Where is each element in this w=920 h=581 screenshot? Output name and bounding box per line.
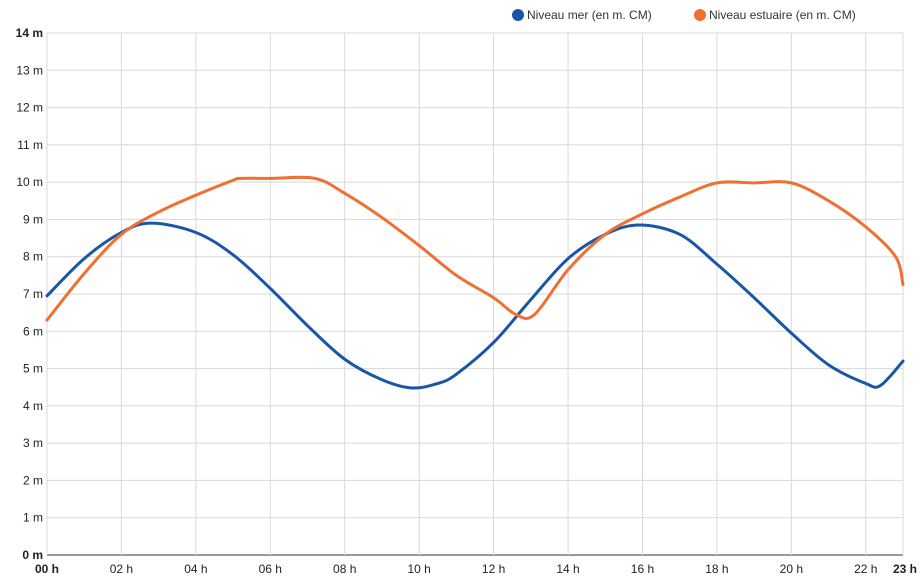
y-tick-label: 5 m bbox=[23, 362, 43, 376]
y-tick-label: 4 m bbox=[23, 399, 43, 413]
y-tick-label: 2 m bbox=[23, 473, 43, 487]
legend-label[interactable]: Niveau mer (en m. CM) bbox=[527, 8, 652, 22]
x-tick-label: 22 h bbox=[854, 562, 877, 576]
y-tick-label: 10 m bbox=[16, 175, 43, 189]
y-tick-label: 0 m bbox=[22, 548, 43, 562]
x-tick-label: 20 h bbox=[780, 562, 803, 576]
legend-marker[interactable] bbox=[512, 9, 524, 21]
axes: 0 m 1 m 2 m 3 m 4 m 5 m 6 m 7 m 8 m 9 m 10 m 11 m 12… bbox=[16, 26, 917, 576]
series-layer bbox=[45, 175, 905, 390]
x-tick-label: 18 h bbox=[705, 562, 728, 576]
y-tick-label: 12 m bbox=[16, 101, 43, 115]
y-tick-label: 8 m bbox=[23, 250, 43, 264]
x-tick-label: 14 h bbox=[556, 562, 579, 576]
x-tick-label: 08 h bbox=[333, 562, 356, 576]
x-tick-label: 06 h bbox=[259, 562, 282, 576]
x-tick-label: 02 h bbox=[110, 562, 133, 576]
y-tick-label: 11 m bbox=[17, 138, 43, 152]
x-tick-label: 04 h bbox=[184, 562, 207, 576]
y-tick-label: 6 m bbox=[23, 324, 43, 338]
x-tick-label: 00 h bbox=[35, 562, 59, 576]
series-line-niveau-estuaire[interactable] bbox=[45, 175, 905, 322]
legend[interactable]: Niveau mer (en m. CM) Niveau estuaire (en… bbox=[512, 8, 856, 22]
x-tick-label: 10 h bbox=[407, 562, 430, 576]
y-tick-label: 14 m bbox=[16, 26, 43, 40]
legend-marker[interactable] bbox=[694, 9, 706, 21]
x-tick-label: 16 h bbox=[631, 562, 654, 576]
y-tick-label: 13 m bbox=[16, 63, 43, 77]
y-tick-label: 1 m bbox=[23, 511, 43, 525]
y-tick-label: 7 m bbox=[23, 287, 43, 301]
y-tick-label: 3 m bbox=[23, 436, 43, 450]
grid bbox=[46, 32, 904, 556]
x-tick-label: 23 h bbox=[893, 562, 917, 576]
y-tick-label: 9 m bbox=[23, 212, 43, 226]
series-line-niveau-mer[interactable] bbox=[45, 221, 905, 390]
x-tick-label: 12 h bbox=[482, 562, 505, 576]
legend-label[interactable]: Niveau estuaire (en m. CM) bbox=[709, 8, 856, 22]
